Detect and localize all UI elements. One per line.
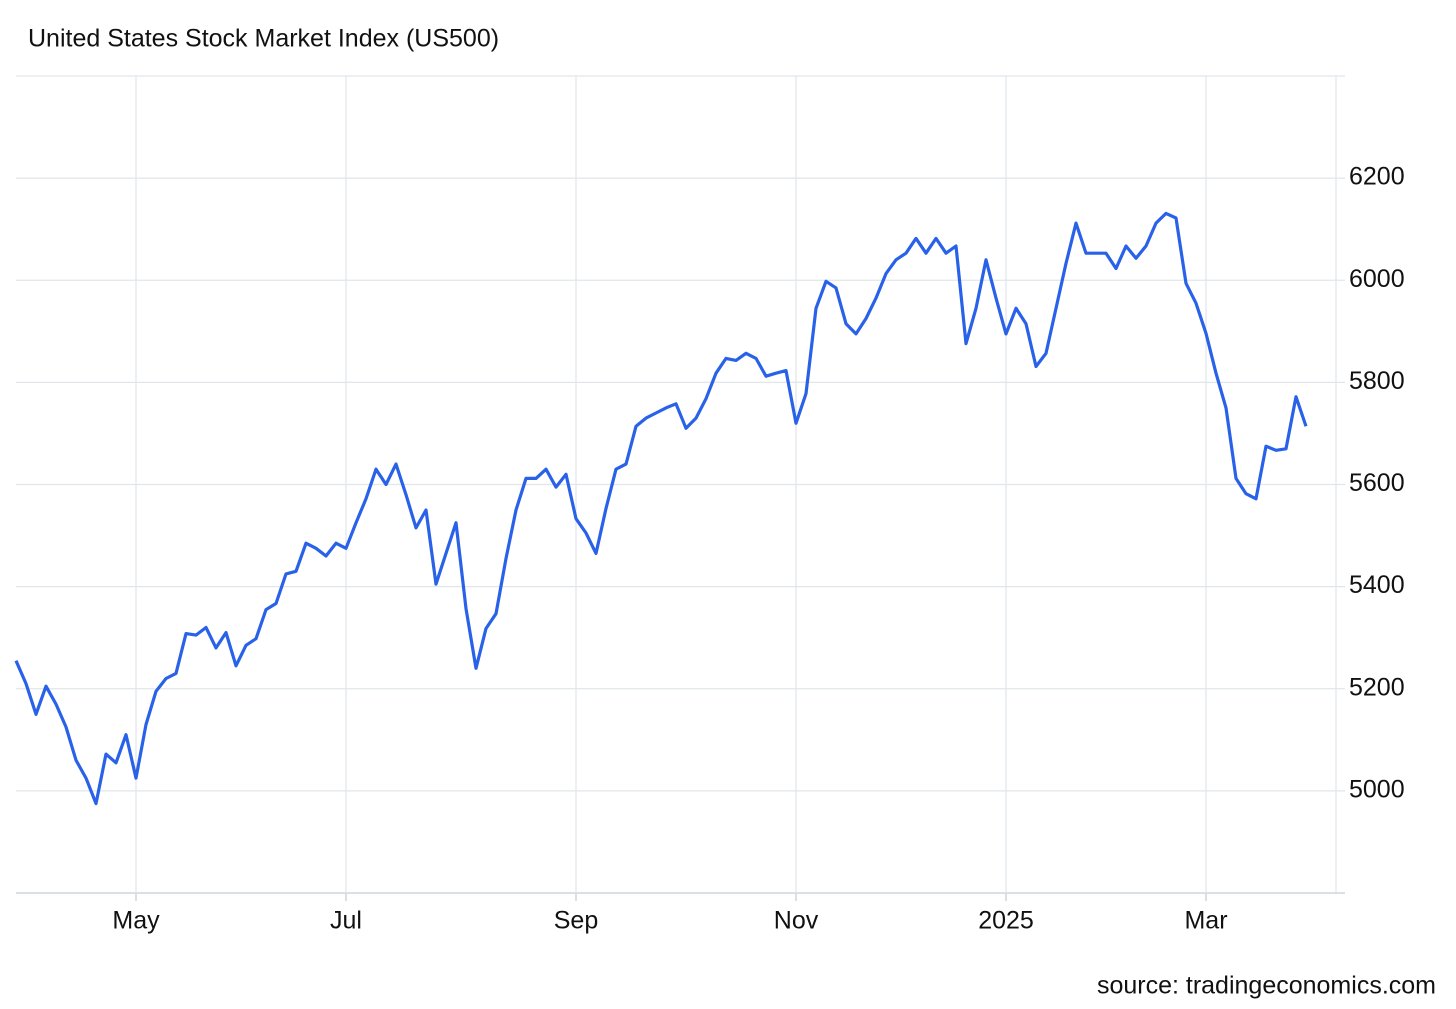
chart-title: United States Stock Market Index (US500) [28, 25, 499, 53]
y-tick-label: 5000 [1349, 775, 1405, 803]
y-tick-label: 5400 [1349, 571, 1405, 599]
x-tick-label: 2025 [978, 907, 1034, 935]
x-tick-label: Mar [1184, 907, 1227, 935]
y-tick-label: 5800 [1349, 367, 1405, 395]
x-tick-label: Jul [330, 907, 362, 935]
y-tick-label: 5200 [1349, 673, 1405, 701]
x-tick-label: Sep [554, 907, 598, 935]
y-tick-label: 5600 [1349, 469, 1405, 497]
y-tick-label: 6000 [1349, 265, 1405, 293]
data-line [14, 211, 1308, 806]
y-tick-label: 6200 [1349, 163, 1405, 191]
x-tick-label: Nov [774, 907, 819, 935]
source-note: source: tradingeconomics.com [1097, 972, 1436, 1000]
x-tick-label: May [112, 907, 160, 935]
